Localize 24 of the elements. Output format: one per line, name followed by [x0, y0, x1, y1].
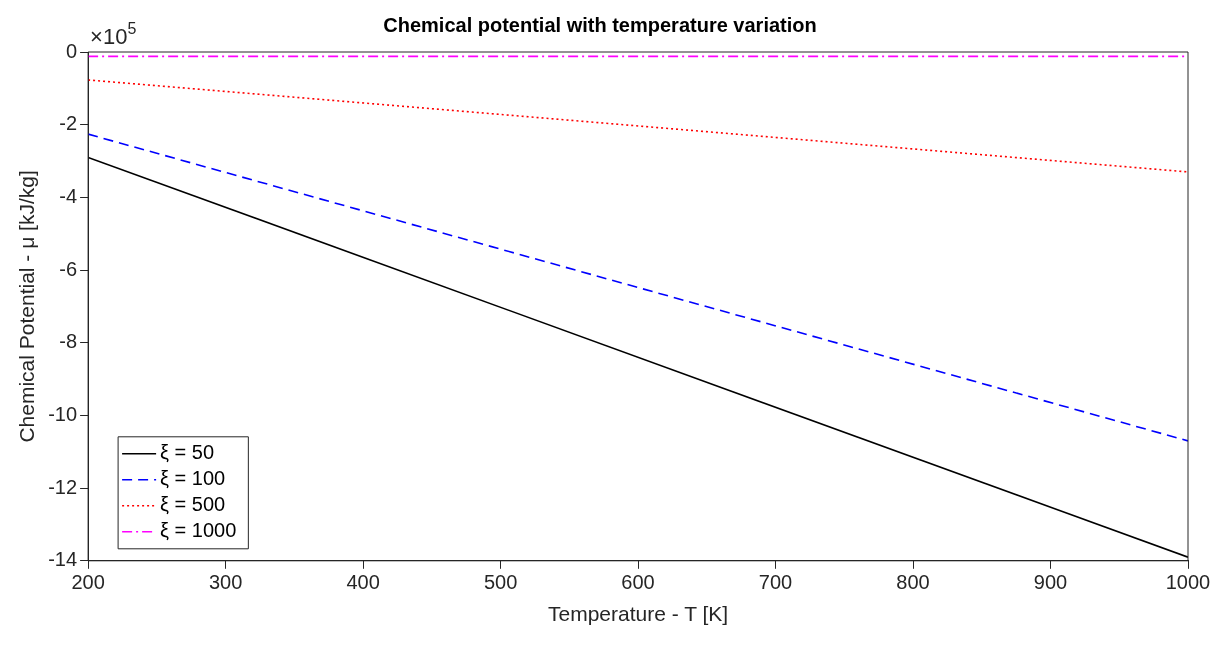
y-tick-label: -14 [48, 548, 78, 571]
legend-label: ξ = 500 [160, 493, 226, 516]
y-tick-label: -8 [59, 330, 78, 353]
y-tick-label: -2 [59, 112, 78, 135]
x-tick-label: 1000 [1165, 571, 1211, 594]
x-tick-label: 800 [896, 571, 930, 594]
x-tick-label: 700 [758, 571, 793, 594]
x-tick-label: 200 [71, 571, 105, 594]
y-tick-label: -10 [48, 402, 78, 425]
y-tick-label: -6 [59, 257, 78, 280]
y-tick-label: -4 [59, 184, 78, 207]
x-tick-label: 300 [208, 571, 243, 594]
legend-label: ξ = 1000 [160, 519, 237, 542]
chart-title: Chemical potential with temperature variation [383, 13, 817, 36]
legend-label: ξ = 50 [160, 441, 215, 464]
y-axis-title: Chemical Potential - μ [kJ/kg] [15, 170, 39, 443]
legend-label: ξ = 100 [160, 467, 226, 490]
x-axis-title: Temperature - T [K] [547, 602, 729, 626]
x-tick-label: 600 [621, 571, 655, 594]
y-tick-label: 0 [65, 39, 78, 62]
x-tick-label: 400 [346, 571, 380, 594]
x-tick-label: 900 [1033, 571, 1068, 594]
y-tick-label: -12 [48, 475, 78, 498]
x-tick-label: 500 [483, 571, 518, 594]
